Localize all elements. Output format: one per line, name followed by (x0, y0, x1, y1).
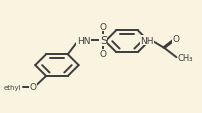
Text: NH: NH (140, 36, 154, 45)
Text: O: O (173, 35, 180, 44)
Text: ethyl: ethyl (3, 84, 21, 90)
Text: O: O (100, 50, 107, 59)
Text: HN: HN (77, 36, 90, 45)
Text: O: O (30, 83, 37, 91)
Text: CH₃: CH₃ (177, 53, 193, 62)
Text: S: S (100, 36, 107, 46)
Text: O: O (100, 23, 107, 32)
